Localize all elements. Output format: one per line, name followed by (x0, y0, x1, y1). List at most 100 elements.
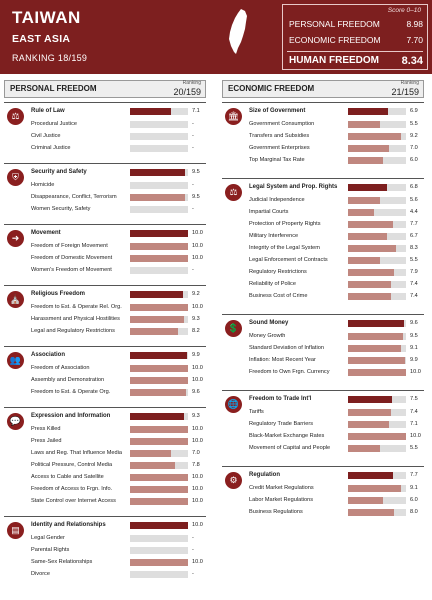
score-bar-fill (348, 345, 401, 352)
indicator-row: Freedom of Foreign Movement 10.0 (4, 241, 206, 252)
economic-freedom-score: ECONOMIC FREEDOM 7.70 (289, 35, 423, 45)
score-bar-fill (348, 133, 402, 140)
indicator-row: State Control over Internet Access 10.0 (4, 496, 206, 507)
category-row: ▤ Identity and Relationships 10.0 (4, 520, 206, 539)
score-value: 10.0 (192, 498, 203, 504)
score-bar-track (130, 108, 188, 115)
indicator-row: Government Consumption 5.5 (222, 119, 424, 130)
score-value: 7.7 (410, 221, 418, 227)
category-label: Regulation (249, 472, 280, 478)
indicator-row: Legal Enforcement of Contracts 5.5 (222, 255, 424, 266)
indicator-label: Freedom to Own Frgn. Currency (249, 369, 330, 375)
indicator-label: Same-Sex Relationships (31, 559, 93, 565)
indicator-row: Freedom to Est. & Operate Org. 9.6 (4, 387, 206, 398)
score-range-label: Score 0–10 (387, 7, 421, 14)
indicator-label: Disappearance, Conflict, Terrorism (31, 194, 117, 200)
money-icon: 💲 (225, 320, 242, 337)
section-expression-and-information: 💬 Expression and Information 9.3 Press Kill… (4, 407, 206, 507)
category-label: Association (31, 352, 66, 358)
personal-ranking: 20/159 (173, 87, 201, 97)
indicator-label: Political Pressure, Control Media (31, 462, 113, 468)
score-bar-track (130, 121, 188, 128)
score-bar-fill (348, 369, 406, 376)
score-value: 9.5 (192, 169, 200, 175)
score-value: 10.0 (192, 230, 203, 236)
indicator-row: Political Pressure, Control Media 7.8 (4, 460, 206, 471)
personal-freedom-heading: PERSONAL FREEDOM Ranking 20/159 (4, 80, 206, 98)
indicator-row: Legal Gender - (4, 533, 206, 544)
human-freedom-score: HUMAN FREEDOM 8.34 (289, 55, 423, 67)
score-bar-track (130, 474, 188, 481)
score-value: - (192, 121, 194, 127)
score-bar-track (348, 445, 406, 452)
indicator-row: Press Killed 10.0 (4, 424, 206, 435)
indicator-label: State Control over Internet Access (31, 498, 116, 504)
score-value: 10.0 (192, 559, 203, 565)
globe-icon: 🌐 (225, 396, 242, 413)
score-bar-fill (130, 304, 188, 311)
score-value: 7.0 (410, 145, 418, 151)
indicator-row: Money Growth 9.5 (222, 331, 424, 342)
score-bar-fill (348, 333, 404, 340)
score-bar-track (130, 571, 188, 578)
indicator-row: Laws and Reg. That Influence Media 7.0 (4, 448, 206, 459)
score-value: 10.0 (192, 486, 203, 492)
category-row: ⚙ Regulation 7.7 (222, 470, 424, 489)
score-bar-fill (348, 257, 380, 264)
indicator-label: Women's Freedom of Movement (31, 267, 112, 273)
score-bar-track (348, 245, 406, 252)
category-label: Expression and Information (31, 413, 111, 419)
indicator-label: Access to Cable and Satellite (31, 474, 104, 480)
score-bar-track (348, 121, 406, 128)
score-bar-track (130, 365, 188, 372)
score-bar-track (348, 320, 406, 327)
score-value: 6.0 (410, 157, 418, 163)
score-value: 6.9 (410, 108, 418, 114)
score-value: 9.9 (410, 357, 418, 363)
indicator-row: Criminal Justice - (4, 143, 206, 154)
score-bar-fill (130, 377, 188, 384)
indicator-row: Top Marginal Tax Rate 6.0 (222, 155, 424, 166)
score-bar-fill (348, 433, 406, 440)
score-bar-fill (130, 291, 184, 298)
indicator-row: Judicial Independence 5.6 (222, 195, 424, 206)
section-rule-of-law: ⚖ Rule of Law 7.1 Procedural Justice - Civil … (4, 102, 206, 154)
category-row: 💲 Sound Money 9.6 (222, 318, 424, 337)
indicator-row: Freedom to Own Frgn. Currency 10.0 (222, 367, 424, 378)
score-bar-fill (130, 462, 176, 469)
indicator-row: Credit Market Regulations 9.1 (222, 483, 424, 494)
indicator-row: Regulatory Restrictions 7.9 (222, 267, 424, 278)
score-bar-track (130, 547, 188, 554)
score-value: - (192, 182, 194, 188)
score-bar-fill (348, 281, 391, 288)
score-bar-fill (348, 184, 388, 191)
indicator-row: Freedom to Est. & Operate Rel. Org. 10.0 (4, 302, 206, 313)
indicator-label: Standard Deviation of Inflation (249, 345, 324, 351)
score-bar-fill (348, 509, 395, 516)
score-bar-fill (348, 485, 401, 492)
score-bar-fill (348, 157, 383, 164)
indicator-row: Integrity of the Legal System 8.3 (222, 243, 424, 254)
score-value: 10.0 (192, 522, 203, 528)
score-bar-track (130, 450, 188, 457)
score-bar-fill (348, 108, 389, 115)
indicator-row: Procedural Justice - (4, 119, 206, 130)
scales-icon: ⚖ (7, 108, 24, 125)
score-bar-track (348, 221, 406, 228)
indicator-row: Labor Market Regulations 6.0 (222, 495, 424, 506)
indicator-row: Black-Market Exchange Rates 10.0 (222, 431, 424, 442)
id-card-icon: ▤ (7, 522, 24, 539)
indicator-label: Press Jailed (31, 438, 62, 444)
indicator-row: Civil Justice - (4, 131, 206, 142)
indicator-label: Regulatory Trade Barriers (249, 421, 314, 427)
category-row: 💬 Expression and Information 9.3 (4, 411, 206, 430)
indicator-label: Harassment and Physical Hostilities (31, 316, 120, 322)
score-value: 10.0 (192, 304, 203, 310)
score-bar-track (348, 396, 406, 403)
score-bar-track (348, 472, 406, 479)
score-value: 9.9 (192, 352, 200, 358)
indicator-row: Legal and Regulatory Restrictions 8.2 (4, 326, 206, 337)
score-bar-track (348, 157, 406, 164)
score-value: 7.1 (410, 421, 418, 427)
temple-icon: ⛪ (7, 291, 24, 308)
